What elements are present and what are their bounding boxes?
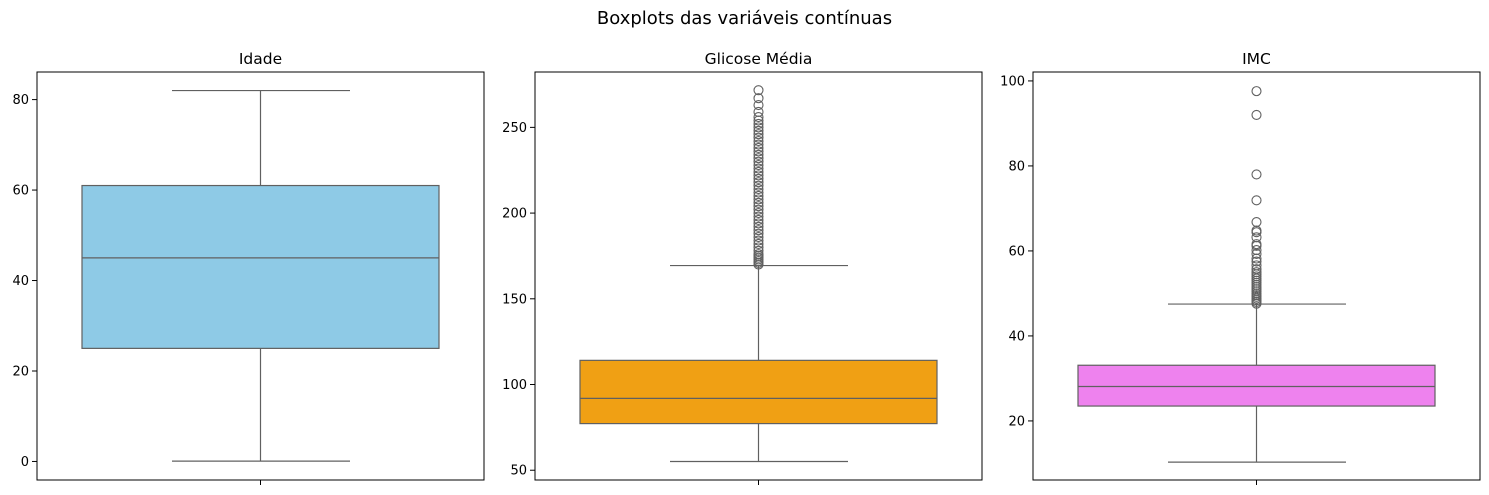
y-tick-label: 60 bbox=[1008, 244, 1025, 259]
outlier-point bbox=[753, 218, 764, 229]
outlier-point bbox=[1251, 256, 1262, 267]
y-tick-label: 80 bbox=[12, 93, 29, 108]
y-tick-label: 0 bbox=[21, 455, 29, 470]
y-tick-label: 150 bbox=[502, 292, 527, 307]
outlier-point bbox=[753, 232, 764, 243]
y-tick-label: 80 bbox=[1008, 159, 1025, 174]
y-tick-label: 200 bbox=[502, 207, 527, 222]
outlier-point bbox=[753, 142, 764, 153]
outlier-point bbox=[753, 112, 764, 123]
y-tick-label: 100 bbox=[502, 378, 527, 393]
subplot-1: 0 20 40 60 80 Idade bbox=[12, 50, 485, 485]
y-tick-label: 20 bbox=[1008, 414, 1025, 429]
outlier-point bbox=[753, 228, 764, 239]
outlier-point bbox=[753, 214, 764, 225]
outlier-point bbox=[1251, 232, 1262, 243]
outlier-point bbox=[753, 184, 764, 195]
outlier-point bbox=[753, 132, 764, 143]
outlier-point bbox=[753, 163, 764, 174]
outlier-point bbox=[1251, 248, 1262, 259]
outlier-point bbox=[753, 177, 764, 188]
outlier-point bbox=[753, 139, 764, 150]
outlier-point bbox=[753, 125, 764, 136]
outlier-point bbox=[753, 156, 764, 167]
outlier-point bbox=[753, 146, 764, 157]
subplot-title: Idade bbox=[239, 50, 282, 68]
outlier-point bbox=[1251, 267, 1262, 278]
outlier-point bbox=[1251, 260, 1262, 271]
subplot-3: 20 40 60 80 100 IMC bbox=[1000, 50, 1481, 485]
outlier-point bbox=[753, 211, 764, 222]
iqr-box bbox=[579, 359, 938, 425]
outlier-point bbox=[753, 201, 764, 212]
iqr-box bbox=[81, 184, 440, 349]
subplot-2: 50 100 150 200 250 Glicose Média bbox=[502, 50, 983, 485]
outlier-point bbox=[1251, 216, 1262, 228]
outlier-point bbox=[753, 242, 764, 253]
outlier-point bbox=[753, 180, 764, 191]
outlier-point bbox=[1251, 245, 1262, 256]
outlier-point bbox=[1251, 195, 1262, 206]
y-tick-label: 100 bbox=[1000, 74, 1025, 89]
outlier-point bbox=[753, 122, 764, 133]
outlier-point bbox=[1251, 264, 1262, 275]
outlier-point bbox=[753, 197, 764, 208]
outlier-point bbox=[753, 85, 764, 96]
outlier-point bbox=[753, 106, 764, 117]
outlier-point bbox=[1251, 169, 1262, 180]
outlier-point bbox=[753, 204, 764, 215]
outlier-point bbox=[753, 187, 764, 198]
outlier-point bbox=[753, 160, 764, 171]
outlier-point bbox=[753, 149, 764, 160]
outlier-point bbox=[753, 238, 764, 249]
outlier-point bbox=[753, 100, 764, 111]
outlier-point bbox=[753, 194, 764, 205]
outlier-point bbox=[753, 190, 764, 201]
outlier-point bbox=[753, 208, 764, 219]
outlier-point bbox=[753, 221, 764, 232]
outlier-point bbox=[753, 93, 764, 104]
outlier-point bbox=[753, 249, 764, 260]
outlier-point bbox=[1251, 109, 1262, 120]
figure-title: Boxplots das variáveis contínuas bbox=[596, 8, 893, 29]
iqr-box bbox=[1077, 364, 1436, 407]
y-tick-label: 40 bbox=[1008, 329, 1025, 344]
subplot-title: IMC bbox=[1242, 50, 1271, 68]
y-tick-label: 250 bbox=[502, 121, 527, 136]
y-tick-label: 20 bbox=[12, 364, 29, 379]
outlier-point bbox=[753, 153, 764, 164]
outlier-point bbox=[753, 136, 764, 147]
y-tick-label: 50 bbox=[510, 464, 527, 479]
outlier-point bbox=[753, 235, 764, 246]
outlier-point bbox=[753, 166, 764, 177]
outlier-point bbox=[1251, 239, 1262, 250]
outlier-point bbox=[753, 245, 764, 256]
outlier-point bbox=[1251, 86, 1262, 97]
outlier-point bbox=[753, 225, 764, 236]
outlier-point bbox=[753, 118, 764, 129]
outlier-point bbox=[753, 173, 764, 184]
y-tick-label: 60 bbox=[12, 184, 29, 199]
outlier-point bbox=[753, 129, 764, 140]
y-tick-label: 40 bbox=[12, 274, 29, 289]
subplot-title: Glicose Média bbox=[705, 50, 813, 68]
outlier-point bbox=[753, 170, 764, 181]
